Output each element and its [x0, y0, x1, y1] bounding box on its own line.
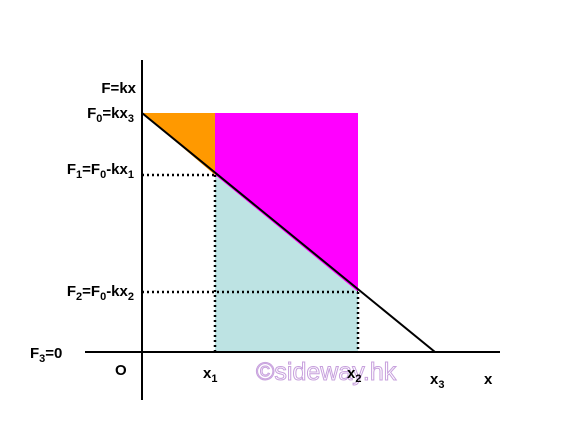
- label-text: F: [67, 283, 76, 300]
- label-text: x: [430, 371, 439, 388]
- subscript: 0: [100, 291, 106, 303]
- magenta-region: [215, 113, 358, 292]
- x-axis-label: x: [484, 371, 493, 388]
- y-label: F1=F0-kx1: [67, 161, 134, 181]
- label-text: -kx: [106, 283, 128, 300]
- label-text: =F: [82, 161, 100, 178]
- label-text: F: [87, 105, 96, 122]
- subscript: 0: [96, 113, 102, 125]
- label-text: F=kx: [101, 80, 136, 97]
- guides: [142, 173, 360, 352]
- watermark: ©sideway.hk: [256, 358, 397, 386]
- cyan-region: [215, 175, 358, 352]
- subscript: 2: [128, 291, 134, 303]
- label-text: x: [347, 365, 356, 382]
- subscript: 1: [76, 169, 82, 181]
- subscript: 3: [128, 113, 134, 125]
- label-text: F: [67, 161, 76, 178]
- subscript: 2: [355, 373, 361, 385]
- label-text: =kx: [102, 105, 128, 122]
- label-text: =F: [82, 283, 100, 300]
- label-text: F: [30, 345, 39, 362]
- subscript: 0: [100, 169, 106, 181]
- subscript: 2: [76, 291, 82, 303]
- subscript: 3: [39, 353, 45, 365]
- y-label: F0=kx3: [87, 105, 134, 125]
- label-text: -kx: [106, 161, 128, 178]
- label-text: x: [203, 365, 212, 382]
- y-axis-label: F=kx: [101, 80, 136, 97]
- subscript: 3: [438, 379, 444, 391]
- force-line: [141, 112, 436, 353]
- subscript: 1: [128, 169, 134, 181]
- label-text: x: [484, 371, 493, 388]
- origin-label: O: [115, 362, 127, 379]
- subscript: 1: [211, 373, 217, 385]
- x-label: x1: [203, 365, 217, 385]
- y-label: F3=0: [30, 345, 62, 365]
- x-label: x2: [347, 365, 361, 385]
- label-text: O: [115, 362, 127, 379]
- label-text: =0: [45, 345, 62, 362]
- x-label: x3: [430, 371, 444, 391]
- y-label: F2=F0-kx2: [67, 283, 134, 303]
